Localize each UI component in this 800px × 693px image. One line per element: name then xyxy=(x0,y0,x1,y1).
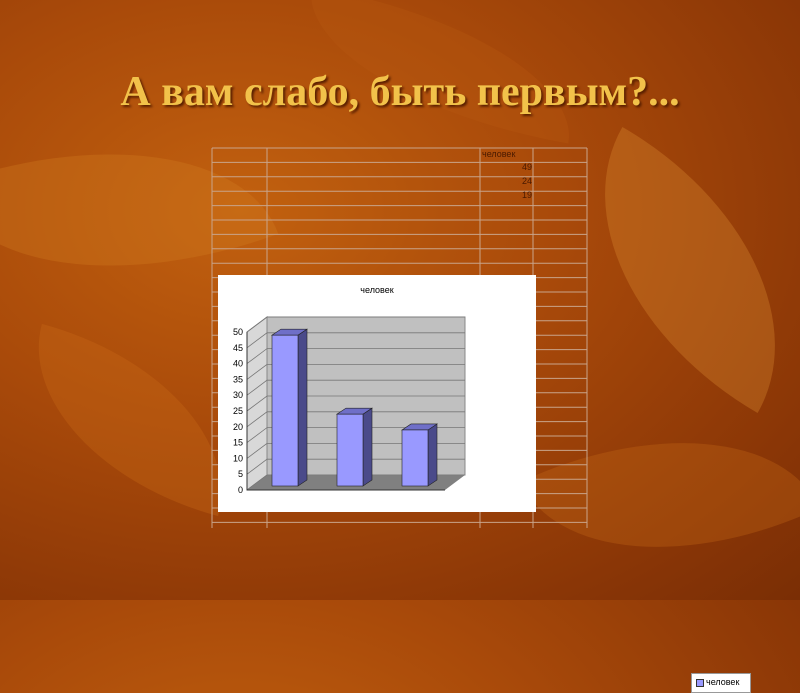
bar xyxy=(336,413,364,487)
gridline xyxy=(246,332,465,349)
gridline xyxy=(246,395,465,412)
y-tick-label: 10 xyxy=(233,453,243,463)
sheet-value-cell: 19 xyxy=(521,190,532,200)
y-tick-label: 30 xyxy=(233,390,243,400)
y-tick-label: 15 xyxy=(233,438,243,448)
bar xyxy=(271,334,299,487)
gridline xyxy=(246,474,465,491)
sheet-value-cell: 24 xyxy=(521,176,532,186)
chart-legend: человек xyxy=(691,673,751,693)
bar-side xyxy=(362,407,373,487)
y-tick-label: 0 xyxy=(238,485,243,495)
chart[interactable]: человек 0 5 10 15 20 25 30 35 40 45 50 человек xyxy=(218,275,751,693)
legend-swatch xyxy=(696,679,704,687)
gridline xyxy=(246,411,465,428)
y-tick-label: 40 xyxy=(233,359,243,369)
chart-plot: человек 0 5 10 15 20 25 30 35 40 45 50 xyxy=(233,285,466,495)
slide-title: А вам слабо, быть первым?... xyxy=(120,69,680,115)
gridline xyxy=(246,348,465,364)
y-tick-label: 5 xyxy=(238,469,243,479)
bar-side xyxy=(297,328,308,487)
gridline xyxy=(246,458,465,475)
gridline xyxy=(246,379,465,396)
legend-label: человек xyxy=(706,677,740,687)
chart-title: человек xyxy=(360,285,393,295)
bar-side xyxy=(427,423,438,487)
sheet-header-cell: человек xyxy=(482,149,516,159)
gridline xyxy=(246,316,465,333)
y-tick-label: 45 xyxy=(233,343,243,353)
y-tick-label: 25 xyxy=(233,406,243,416)
y-tick-label: 20 xyxy=(233,422,243,432)
y-tick-label: 50 xyxy=(233,327,243,337)
gridline xyxy=(246,442,465,459)
y-tick-label: 35 xyxy=(233,374,243,384)
sheet-value-cell: 49 xyxy=(521,162,532,172)
bar xyxy=(401,429,429,487)
gridline xyxy=(246,364,465,380)
gridline xyxy=(246,427,465,443)
